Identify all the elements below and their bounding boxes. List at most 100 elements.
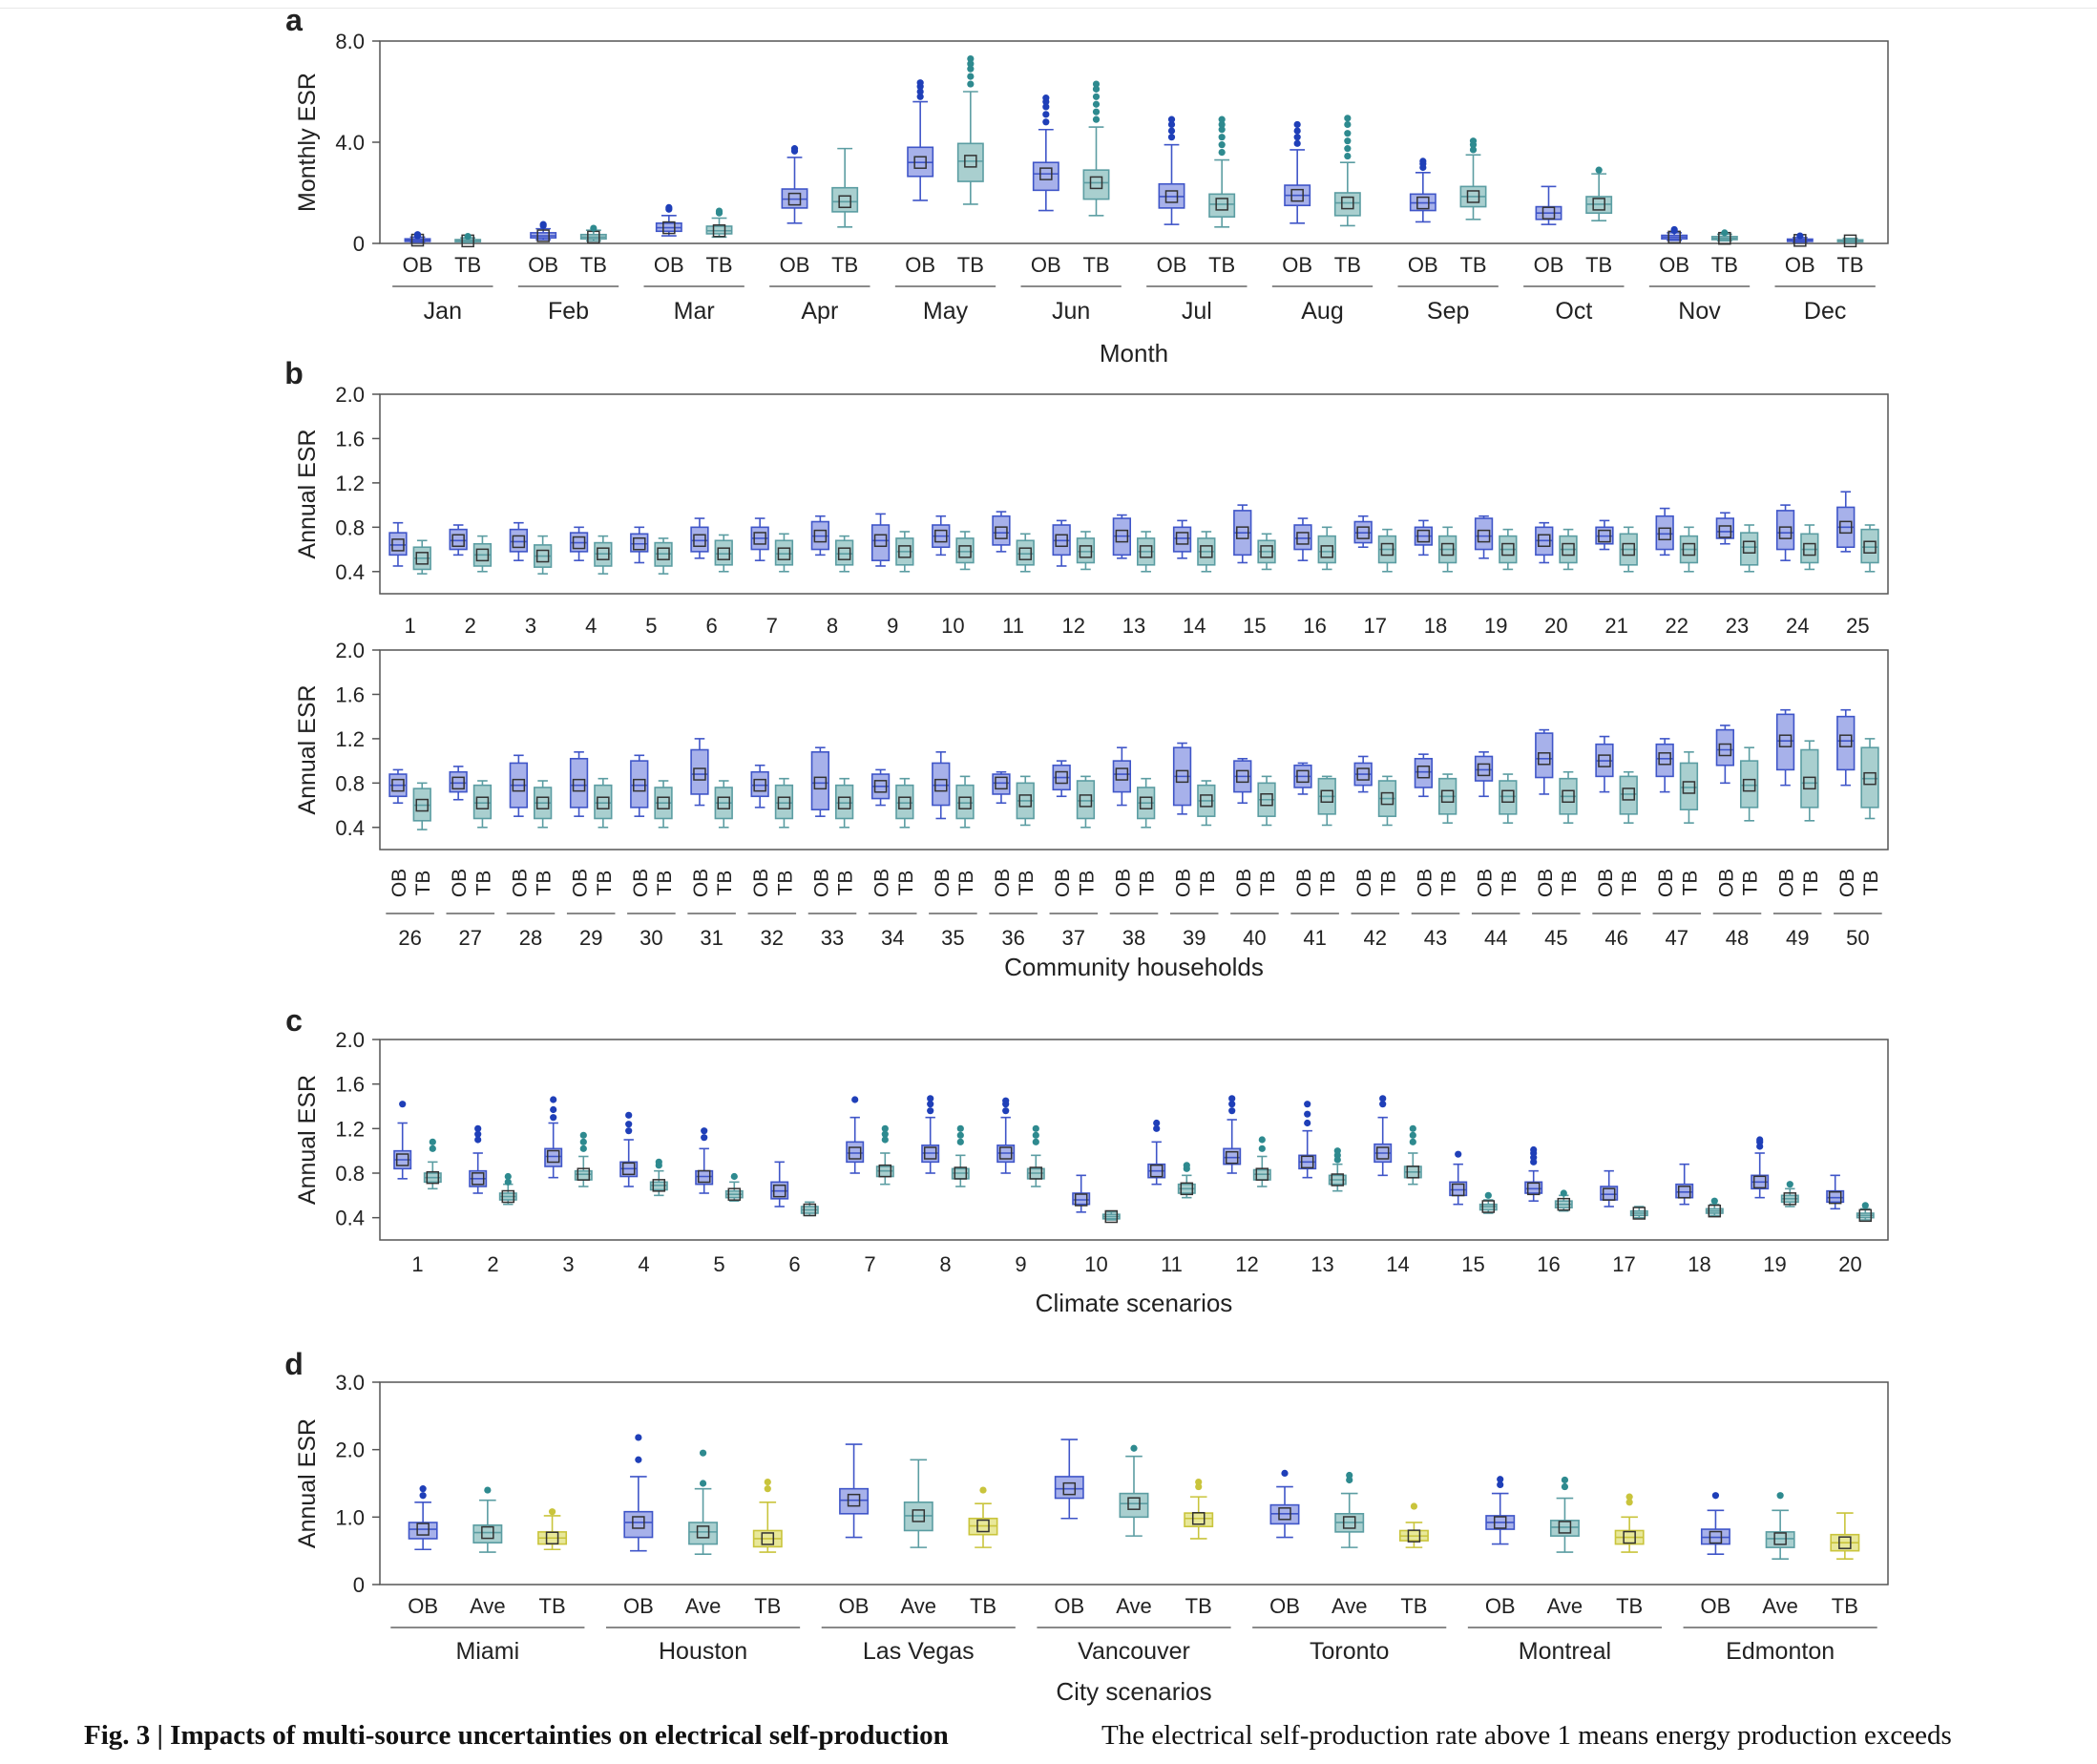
x-tick-label-group: 11 bbox=[1161, 1252, 1183, 1276]
x-tick-label-member: OB bbox=[1282, 253, 1312, 277]
box-iqr bbox=[1775, 510, 1795, 551]
outlier-point bbox=[539, 220, 547, 228]
mean-marker bbox=[1215, 198, 1228, 211]
mean-marker bbox=[1290, 188, 1304, 202]
x-tick-label-member: TB bbox=[654, 871, 676, 896]
outlier-point bbox=[1861, 1202, 1869, 1209]
box-Oct-TB bbox=[1585, 166, 1613, 221]
outlier-point bbox=[967, 80, 975, 88]
box-12-TB bbox=[1076, 531, 1096, 571]
outlier-point bbox=[429, 1144, 436, 1152]
x-tick-label-member: TB bbox=[1257, 871, 1279, 896]
x-tick-label-group: 40 bbox=[1243, 926, 1266, 950]
box-16-OB bbox=[1293, 517, 1312, 561]
box-iqr bbox=[774, 539, 794, 566]
outlier-point bbox=[881, 1124, 889, 1132]
box-15-OB bbox=[1449, 1150, 1468, 1206]
mean-marker bbox=[391, 778, 405, 792]
x-tick-label-member: TB bbox=[1400, 1594, 1427, 1618]
mean-marker bbox=[1175, 532, 1189, 545]
outlier-point bbox=[1333, 1147, 1341, 1155]
x-tick-label-group: Vancouver bbox=[1078, 1638, 1190, 1665]
outlier-point bbox=[1167, 116, 1176, 123]
x-tick-label-member: TB bbox=[970, 1594, 996, 1618]
outlier-point bbox=[927, 1107, 934, 1115]
outlier-point bbox=[1710, 1197, 1718, 1205]
x-tick-label-member: OB bbox=[780, 253, 810, 277]
y-tick-label: 2.0 bbox=[335, 1438, 365, 1462]
box-34-OB bbox=[870, 768, 891, 807]
outlier-point bbox=[1092, 116, 1101, 123]
y-tick-label: 2.0 bbox=[335, 1028, 365, 1052]
box-Oct-OB bbox=[1535, 185, 1562, 225]
x-tick-label-group: 18 bbox=[1688, 1252, 1710, 1276]
outlier-point bbox=[1304, 1101, 1311, 1108]
mean-marker bbox=[1839, 520, 1853, 535]
box-2-OB bbox=[449, 524, 468, 556]
x-tick-label-group: 49 bbox=[1786, 926, 1809, 950]
box-6-TB bbox=[800, 1201, 819, 1217]
outlier-point bbox=[1218, 120, 1226, 129]
box-20-OB bbox=[1826, 1174, 1845, 1210]
box-18-TB bbox=[1437, 526, 1457, 573]
outlier-point bbox=[1167, 134, 1176, 141]
x-tick-label-group: 41 bbox=[1303, 926, 1326, 950]
x-tick-label-member: TB bbox=[1585, 253, 1612, 277]
outlier-point bbox=[956, 1124, 964, 1132]
box-3-OB bbox=[544, 1096, 563, 1179]
box-18-TB bbox=[1705, 1197, 1724, 1218]
box-29-TB bbox=[594, 777, 613, 829]
mean-marker bbox=[535, 796, 550, 809]
x-tick-label-member: TB bbox=[1082, 253, 1109, 277]
outlier-point bbox=[1344, 137, 1352, 145]
x-tick-label-member: OB bbox=[1233, 869, 1255, 897]
x-tick-label-member: OB bbox=[1715, 869, 1737, 897]
box-1-OB bbox=[388, 521, 408, 567]
box-iqr bbox=[1836, 715, 1856, 771]
outlier-point bbox=[1560, 1189, 1567, 1197]
box-9-OB bbox=[870, 513, 891, 567]
y-tick-label: 4.0 bbox=[335, 131, 365, 155]
y-axis-label: Monthly ESR bbox=[294, 73, 321, 212]
x-tick-label-group: Toronto bbox=[1310, 1638, 1389, 1665]
box-iqr bbox=[1655, 514, 1674, 551]
plot-frame bbox=[379, 649, 1889, 850]
y-tick-label: 0.8 bbox=[335, 515, 365, 539]
mean-marker bbox=[1200, 794, 1213, 808]
mean-marker bbox=[873, 534, 888, 548]
mean-marker bbox=[546, 1149, 560, 1164]
x-tick-label-group: 13 bbox=[1122, 614, 1145, 638]
x-tick-label-group: 16 bbox=[1537, 1252, 1560, 1276]
mean-marker bbox=[1115, 529, 1129, 543]
mean-marker bbox=[1598, 754, 1611, 767]
box-39-OB bbox=[1172, 742, 1192, 815]
outlier-point bbox=[1561, 1482, 1569, 1491]
box-iqr bbox=[955, 537, 975, 564]
x-tick-label-member: OB bbox=[1776, 869, 1798, 897]
mean-marker bbox=[501, 1189, 515, 1204]
outlier-point bbox=[1293, 127, 1301, 135]
box-27-OB bbox=[449, 766, 468, 801]
box-17-TB bbox=[1377, 528, 1397, 573]
outlier-point bbox=[655, 1158, 662, 1166]
mean-marker bbox=[1260, 793, 1273, 807]
box-iqr bbox=[1715, 728, 1735, 766]
mean-marker bbox=[934, 778, 948, 792]
box-39-TB bbox=[1197, 780, 1216, 827]
x-tick-label-member: TB bbox=[1800, 871, 1822, 896]
box-14-TB bbox=[1403, 1124, 1422, 1186]
box-29-OB bbox=[569, 751, 589, 817]
outlier-point bbox=[1183, 1162, 1190, 1169]
x-tick-label-group: 4 bbox=[585, 614, 597, 638]
mean-marker bbox=[652, 1179, 666, 1192]
y-tick-label: 2.0 bbox=[335, 383, 365, 407]
mean-marker bbox=[787, 192, 802, 206]
box-27-TB bbox=[472, 780, 493, 829]
box-iqr bbox=[1860, 528, 1879, 564]
mean-marker bbox=[1356, 526, 1370, 539]
outlier-point bbox=[764, 1478, 771, 1486]
mean-marker bbox=[753, 778, 766, 792]
x-tick-label-member: TB bbox=[957, 253, 984, 277]
box-14-OB bbox=[1374, 1095, 1393, 1177]
mean-marker bbox=[954, 1166, 968, 1180]
